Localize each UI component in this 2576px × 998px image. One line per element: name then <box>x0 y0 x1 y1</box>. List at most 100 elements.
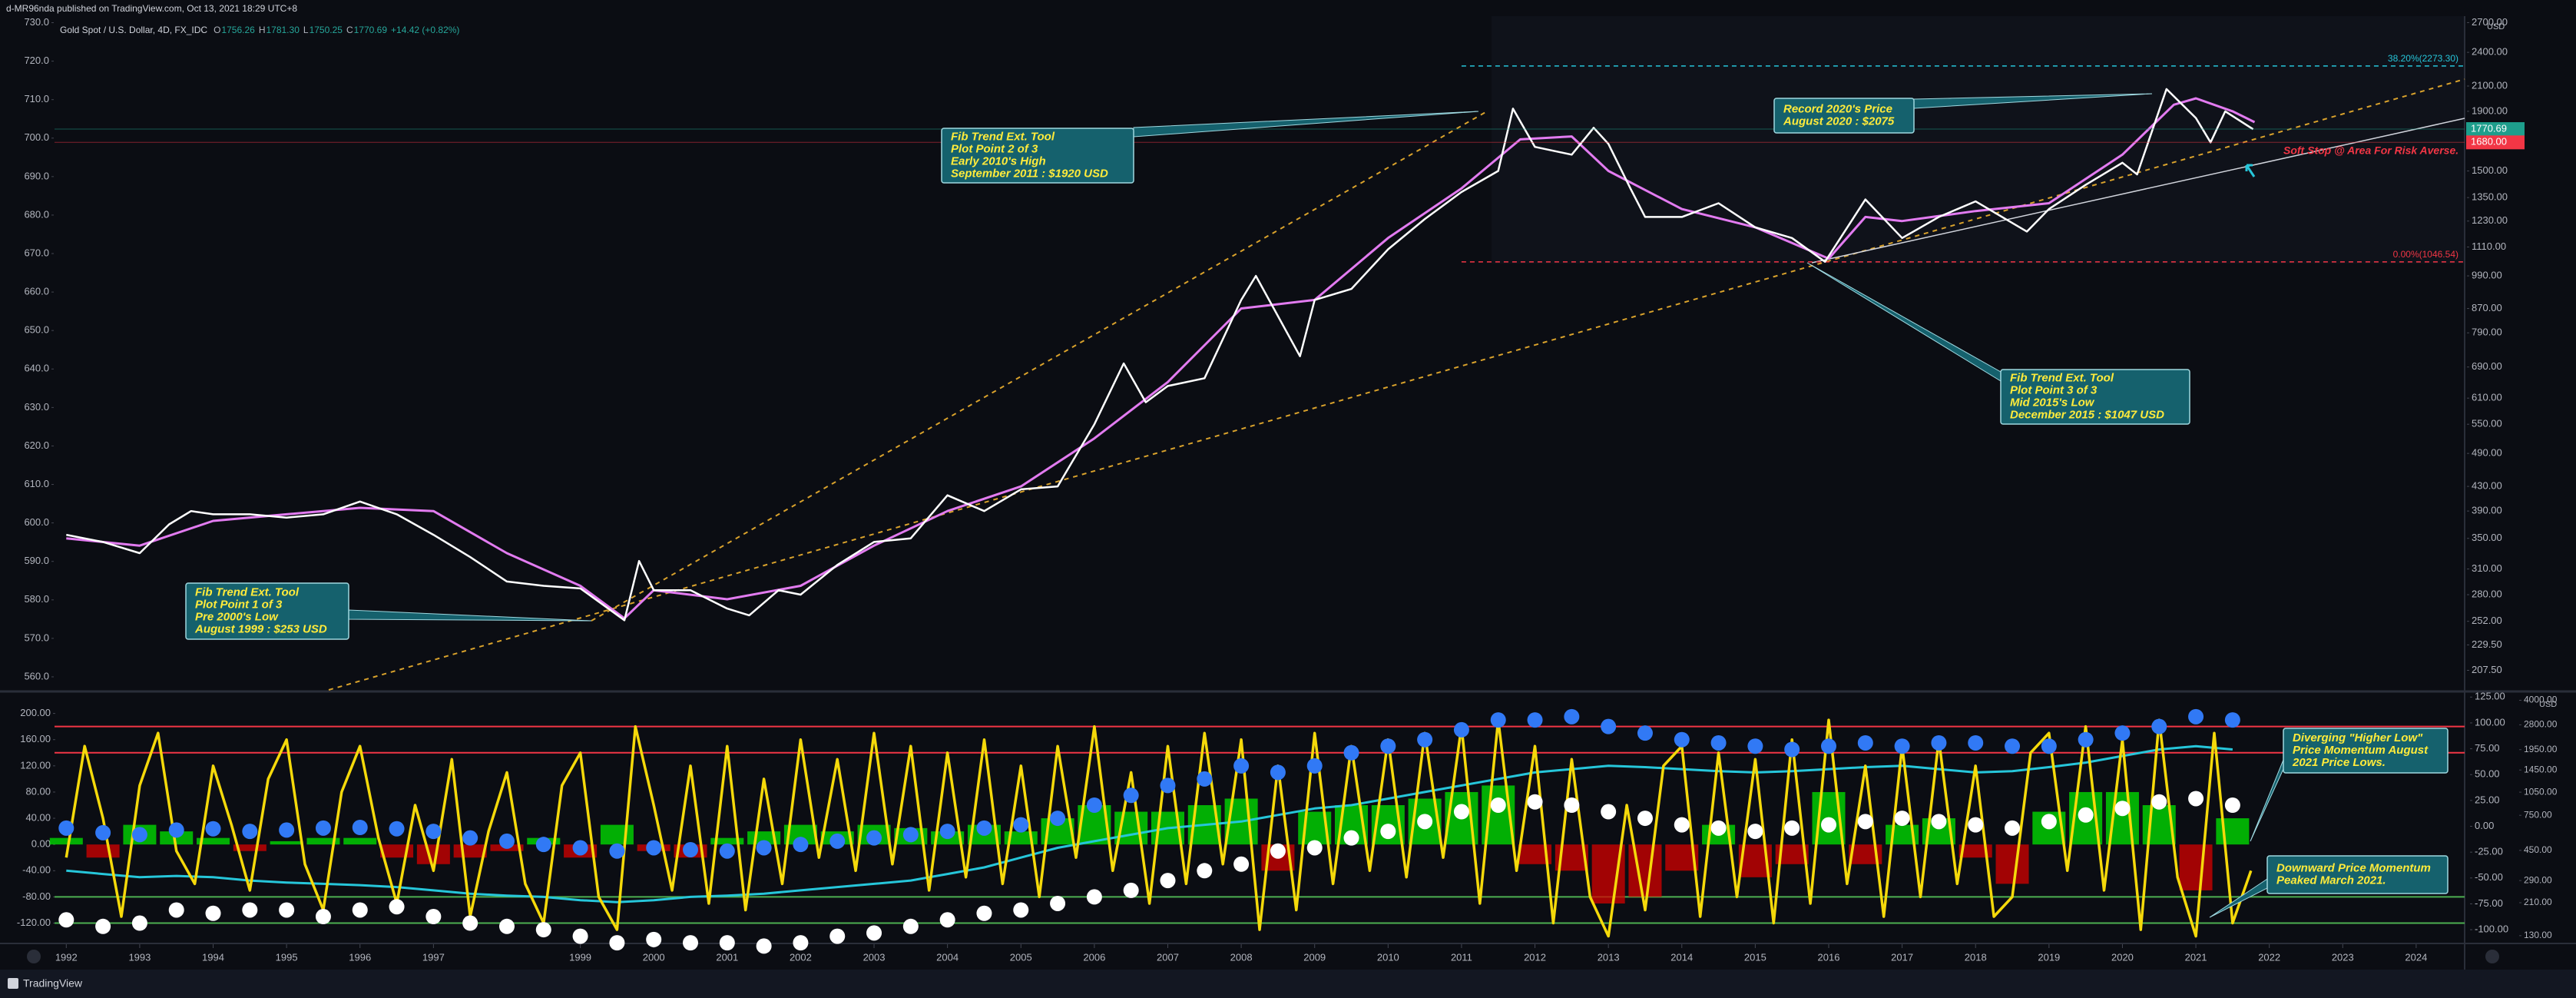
y2-tick-label: 1500.00 <box>2472 164 2508 176</box>
ohlc-value: 1770.69 <box>354 25 388 35</box>
x-tick-label: 1992 <box>55 951 78 963</box>
ohlc-value: 1781.30 <box>266 25 300 35</box>
dot <box>58 820 74 836</box>
y-tick-label: 120.00 <box>20 759 51 771</box>
x-tick-label: 2004 <box>936 951 959 963</box>
chart-layer: 730.0 720.0 710.0 700.0 690.0 680.0 670.0 660.0… <box>17 16 2558 963</box>
dot <box>939 912 955 928</box>
y2-tick-label: 0.00 <box>2475 820 2494 831</box>
y2-tick-label: 490.00 <box>2472 447 2502 459</box>
dot <box>279 902 295 918</box>
y2-tick-label: -100.00 <box>2475 923 2508 935</box>
dot <box>646 840 662 856</box>
header: d-MR96nda published on TradingView.com, … <box>6 3 297 14</box>
dot <box>1086 797 1102 814</box>
histogram-bar <box>1958 844 1992 858</box>
histogram-bar <box>86 844 120 858</box>
y2-tick-label: 100.00 <box>2475 716 2505 728</box>
y3-tick-label: 750.00 <box>2524 809 2552 820</box>
y-tick-label: 200.00 <box>20 707 51 718</box>
series-line <box>66 97 2256 620</box>
y2-tick-label: 50.00 <box>2475 768 2500 780</box>
y-tick-label: -120.00 <box>17 917 51 928</box>
dot <box>425 824 442 840</box>
histogram-bar <box>343 837 377 845</box>
ohlc-key: C <box>346 25 353 35</box>
dot <box>1784 820 1800 836</box>
ohlc-key: H <box>259 25 266 35</box>
dot <box>95 824 111 841</box>
x-tick-label: 1995 <box>276 951 298 963</box>
histogram-bar <box>1004 831 1038 845</box>
dot <box>1820 738 1836 754</box>
stop-arrow <box>2245 164 2256 177</box>
y2-tick-label: 1900.00 <box>2472 104 2508 116</box>
dot <box>279 822 295 838</box>
dot <box>535 837 551 853</box>
zoom-button[interactable] <box>27 950 41 963</box>
dot <box>1233 758 1250 774</box>
x-tick-label: 2011 <box>1451 951 1472 963</box>
histogram-bar <box>2216 818 2250 845</box>
y-tick-label: 660.0 <box>24 286 49 297</box>
trend-line <box>591 111 1488 622</box>
callout-box <box>185 582 349 640</box>
dot <box>2005 738 2021 754</box>
dot <box>462 830 478 846</box>
dot <box>1820 817 1836 833</box>
dot <box>1674 817 1690 833</box>
dot <box>1160 873 1176 889</box>
y3-tick-label: 1050.00 <box>2524 786 2558 797</box>
callout-text: Plot Point 3 of 3 <box>2010 383 2098 396</box>
dot <box>829 833 846 849</box>
y3-tick-label: 2800.00 <box>2524 719 2558 730</box>
level-label: 38.20%(2273.30) <box>2388 53 2458 64</box>
dot <box>1050 895 1066 911</box>
dot <box>2151 794 2167 810</box>
y2-tick-label: 990.00 <box>2472 270 2502 281</box>
y-tick-label: 0.00 <box>31 838 51 850</box>
x-tick-label: 2010 <box>1377 951 1399 963</box>
callout-text: Downward Price Momentum <box>2276 861 2431 874</box>
dot <box>939 824 955 840</box>
y2-tick-label: 610.00 <box>2472 392 2502 403</box>
dot <box>389 899 405 915</box>
dot <box>902 918 919 934</box>
price-label: 1770.69 <box>2471 122 2507 134</box>
callout-box <box>2000 369 2190 425</box>
y3-axis-label: USD <box>2539 700 2557 709</box>
level-label: 0.00%(1046.54) <box>2393 249 2458 260</box>
dot <box>1013 817 1029 833</box>
dot <box>535 922 551 938</box>
x-tick-label: 2006 <box>1083 951 1105 963</box>
auto-button[interactable] <box>2485 950 2499 963</box>
x-tick-label: 2018 <box>1965 951 1987 963</box>
dot <box>1747 824 1763 840</box>
y-tick-label: 560.0 <box>24 670 49 681</box>
dot <box>1013 902 1029 918</box>
callout-box <box>2266 855 2449 894</box>
dot <box>2188 791 2204 807</box>
dot <box>1931 814 1947 830</box>
x-tick-label: 2019 <box>2038 951 2060 963</box>
x-tick-label: 1993 <box>128 951 151 963</box>
dot <box>683 935 699 951</box>
histogram-bar <box>600 824 634 845</box>
callout-text: Early 2010's High <box>951 154 1046 167</box>
callout-text: August 1999 : $253 USD <box>194 622 327 635</box>
dot <box>2151 718 2167 734</box>
dot <box>58 912 74 928</box>
dot <box>1857 734 1873 751</box>
x-tick-label: 2007 <box>1157 951 1179 963</box>
x-tick-label: 2008 <box>1230 951 1253 963</box>
y2-tick-label: -75.00 <box>2475 897 2503 909</box>
callout-text: Record 2020's Price <box>1783 102 1892 115</box>
histogram-bar <box>197 837 230 845</box>
x-tick-label: 2022 <box>2258 951 2280 963</box>
x-tick-label: 2014 <box>1670 951 1693 963</box>
y2-tick-label: -25.00 <box>2475 846 2503 857</box>
dot <box>683 842 699 858</box>
y-tick-label: 640.0 <box>24 363 49 374</box>
dot <box>829 928 846 944</box>
